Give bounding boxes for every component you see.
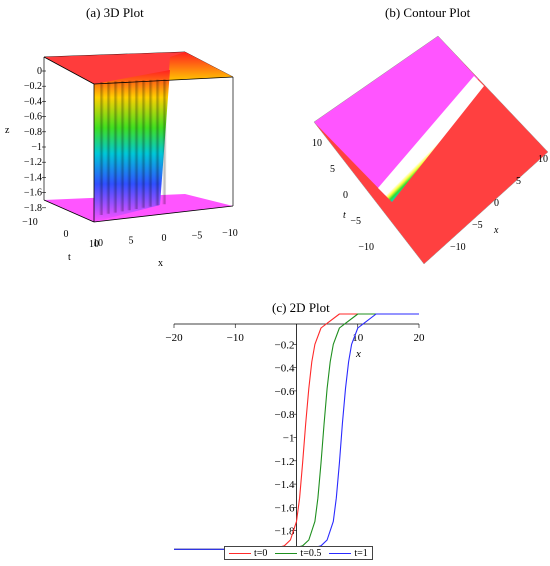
- panel-a-z-tick-label: −1: [31, 142, 42, 153]
- panel-c-series-line-0: [174, 313, 419, 550]
- panel-a-x-tick-label: 0: [162, 233, 167, 244]
- panel-b-x-tick-label: 0: [494, 198, 499, 209]
- panel-a-front-edges: [43, 56, 234, 223]
- panel-c-x-label: x: [355, 348, 361, 360]
- panel-a-t-tick-label: 0: [64, 229, 69, 240]
- panel-b-x-tick-label: 10: [538, 154, 548, 165]
- panel-a-wall-streak: [134, 80, 139, 209]
- panel-b-t-tick-label: 10: [312, 138, 322, 149]
- panel-a-wall-streak: [106, 81, 111, 214]
- panel-c-y-tick-label: −0.4: [275, 363, 295, 375]
- panel-b-t-label: t: [343, 210, 346, 221]
- panel-a-z-tick-label: −0.6: [24, 112, 42, 123]
- legend-swatch-t0: [229, 552, 251, 554]
- panel-c-y-tick-label: −1.8: [275, 526, 295, 538]
- panel-b-t-tick-label: 5: [330, 164, 335, 175]
- panel-a-x-tick-label: −10: [222, 228, 238, 239]
- panel-a-t-label: t: [68, 252, 71, 263]
- panel-a-z-tick-label: −1.2: [24, 157, 42, 168]
- legend-swatch-t1: [329, 552, 352, 554]
- panel-a-z-tick-label: −1.6: [24, 188, 42, 199]
- panel-a-wall-streak: [162, 79, 167, 205]
- panel-b-x-tick-label: −5: [472, 220, 483, 231]
- panel-c-x-tick-label: 10: [352, 332, 364, 344]
- panel-a-t-tick-label: 10: [89, 239, 99, 250]
- panel-a-x-tick-label: 5: [129, 236, 134, 247]
- panel-b-x-label: x: [493, 225, 499, 236]
- panel-a-wall-streak: [99, 82, 104, 215]
- panel-a-z-tick-label: −1.8: [24, 203, 42, 214]
- panel-c-series-line-2: [174, 313, 419, 550]
- panel-c-y-tick-label: −1: [283, 433, 295, 445]
- panel-c-x-tick-label: −10: [227, 332, 245, 344]
- legend-label-t0: t=0: [254, 547, 268, 559]
- panel-b-frame: [313, 35, 549, 265]
- legend-label-t05: t=0.5: [300, 547, 322, 559]
- panel-a-z-label: z: [5, 125, 10, 136]
- panel-b-t-tick-label: −5: [350, 216, 361, 227]
- panel-a-wall-streak: [155, 79, 160, 206]
- panel-a-x-label: x: [158, 258, 163, 269]
- panel-c-title: (c) 2D Plot: [272, 300, 330, 315]
- panel-a-streaks: [99, 79, 167, 215]
- legend-swatch-t05: [275, 552, 298, 554]
- legend-label-t1: t=1: [354, 547, 368, 559]
- panel-a-t-tick-label: −10: [22, 217, 38, 228]
- panel-a-x-tick-label: −5: [192, 231, 203, 242]
- panel-c-legend: t=0 t=0.5 t=1: [224, 546, 373, 560]
- panel-c-y-tick-label: −0.6: [275, 386, 295, 398]
- panel-a-wall-streak: [113, 81, 118, 213]
- panel-b-x-tick-label: 5: [516, 176, 521, 187]
- panel-a-z-tick-label: −0.4: [24, 96, 42, 107]
- panel-a-title: (a) 3D Plot: [86, 5, 144, 20]
- legend-item-t1: t=1: [329, 547, 368, 559]
- panel-c-y-tick-label: −0.8: [275, 409, 295, 421]
- panel-a-x-tick-label: 10: [93, 238, 103, 249]
- panel-a-z-tick-label: −0.2: [24, 81, 42, 92]
- panel-c-y-tick-label: −1.4: [275, 479, 295, 491]
- panel-b-t-tick-label: −10: [358, 242, 374, 253]
- panel-c-y-tick-label: −1.6: [275, 502, 295, 514]
- panel-c-y-tick-label: −1.2: [275, 456, 295, 468]
- panel-c-x-tick-label: 20: [414, 332, 426, 344]
- panel-a-z-tick-label: 0: [37, 66, 42, 77]
- panel-b-magenta-region: [314, 36, 478, 195]
- panel-a-z-tick-label: −0.8: [24, 127, 42, 138]
- panel-b-contour-plot: [314, 36, 548, 264]
- panel-a-wall-streak: [148, 79, 153, 207]
- panel-a-z-tick-label: −1.4: [24, 172, 42, 183]
- panel-a-wall-streak: [127, 80, 132, 211]
- panel-b-front-band: [378, 76, 484, 202]
- panel-c-2d-plot: −20 −10 10 20 −0.2 −0.4 −0.6 −0.8 −1 −1.2 −1.4 −1.…: [165, 313, 426, 550]
- legend-item-t0: t=0: [229, 548, 267, 559]
- panel-b-title: (b) Contour Plot: [385, 5, 471, 20]
- panel-b-x-tick-label: −10: [450, 242, 466, 253]
- panel-a-wall-streak: [120, 81, 125, 212]
- panel-c-y-tick-label: −0.2: [275, 339, 295, 351]
- legend-item-t05: t=0.5: [275, 548, 321, 559]
- panel-c-series-line-1: [174, 313, 419, 550]
- panel-a-wall-streak: [141, 80, 146, 208]
- panel-b-t-tick-label: 0: [343, 190, 348, 201]
- panel-c-x-tick-label: −20: [165, 332, 183, 344]
